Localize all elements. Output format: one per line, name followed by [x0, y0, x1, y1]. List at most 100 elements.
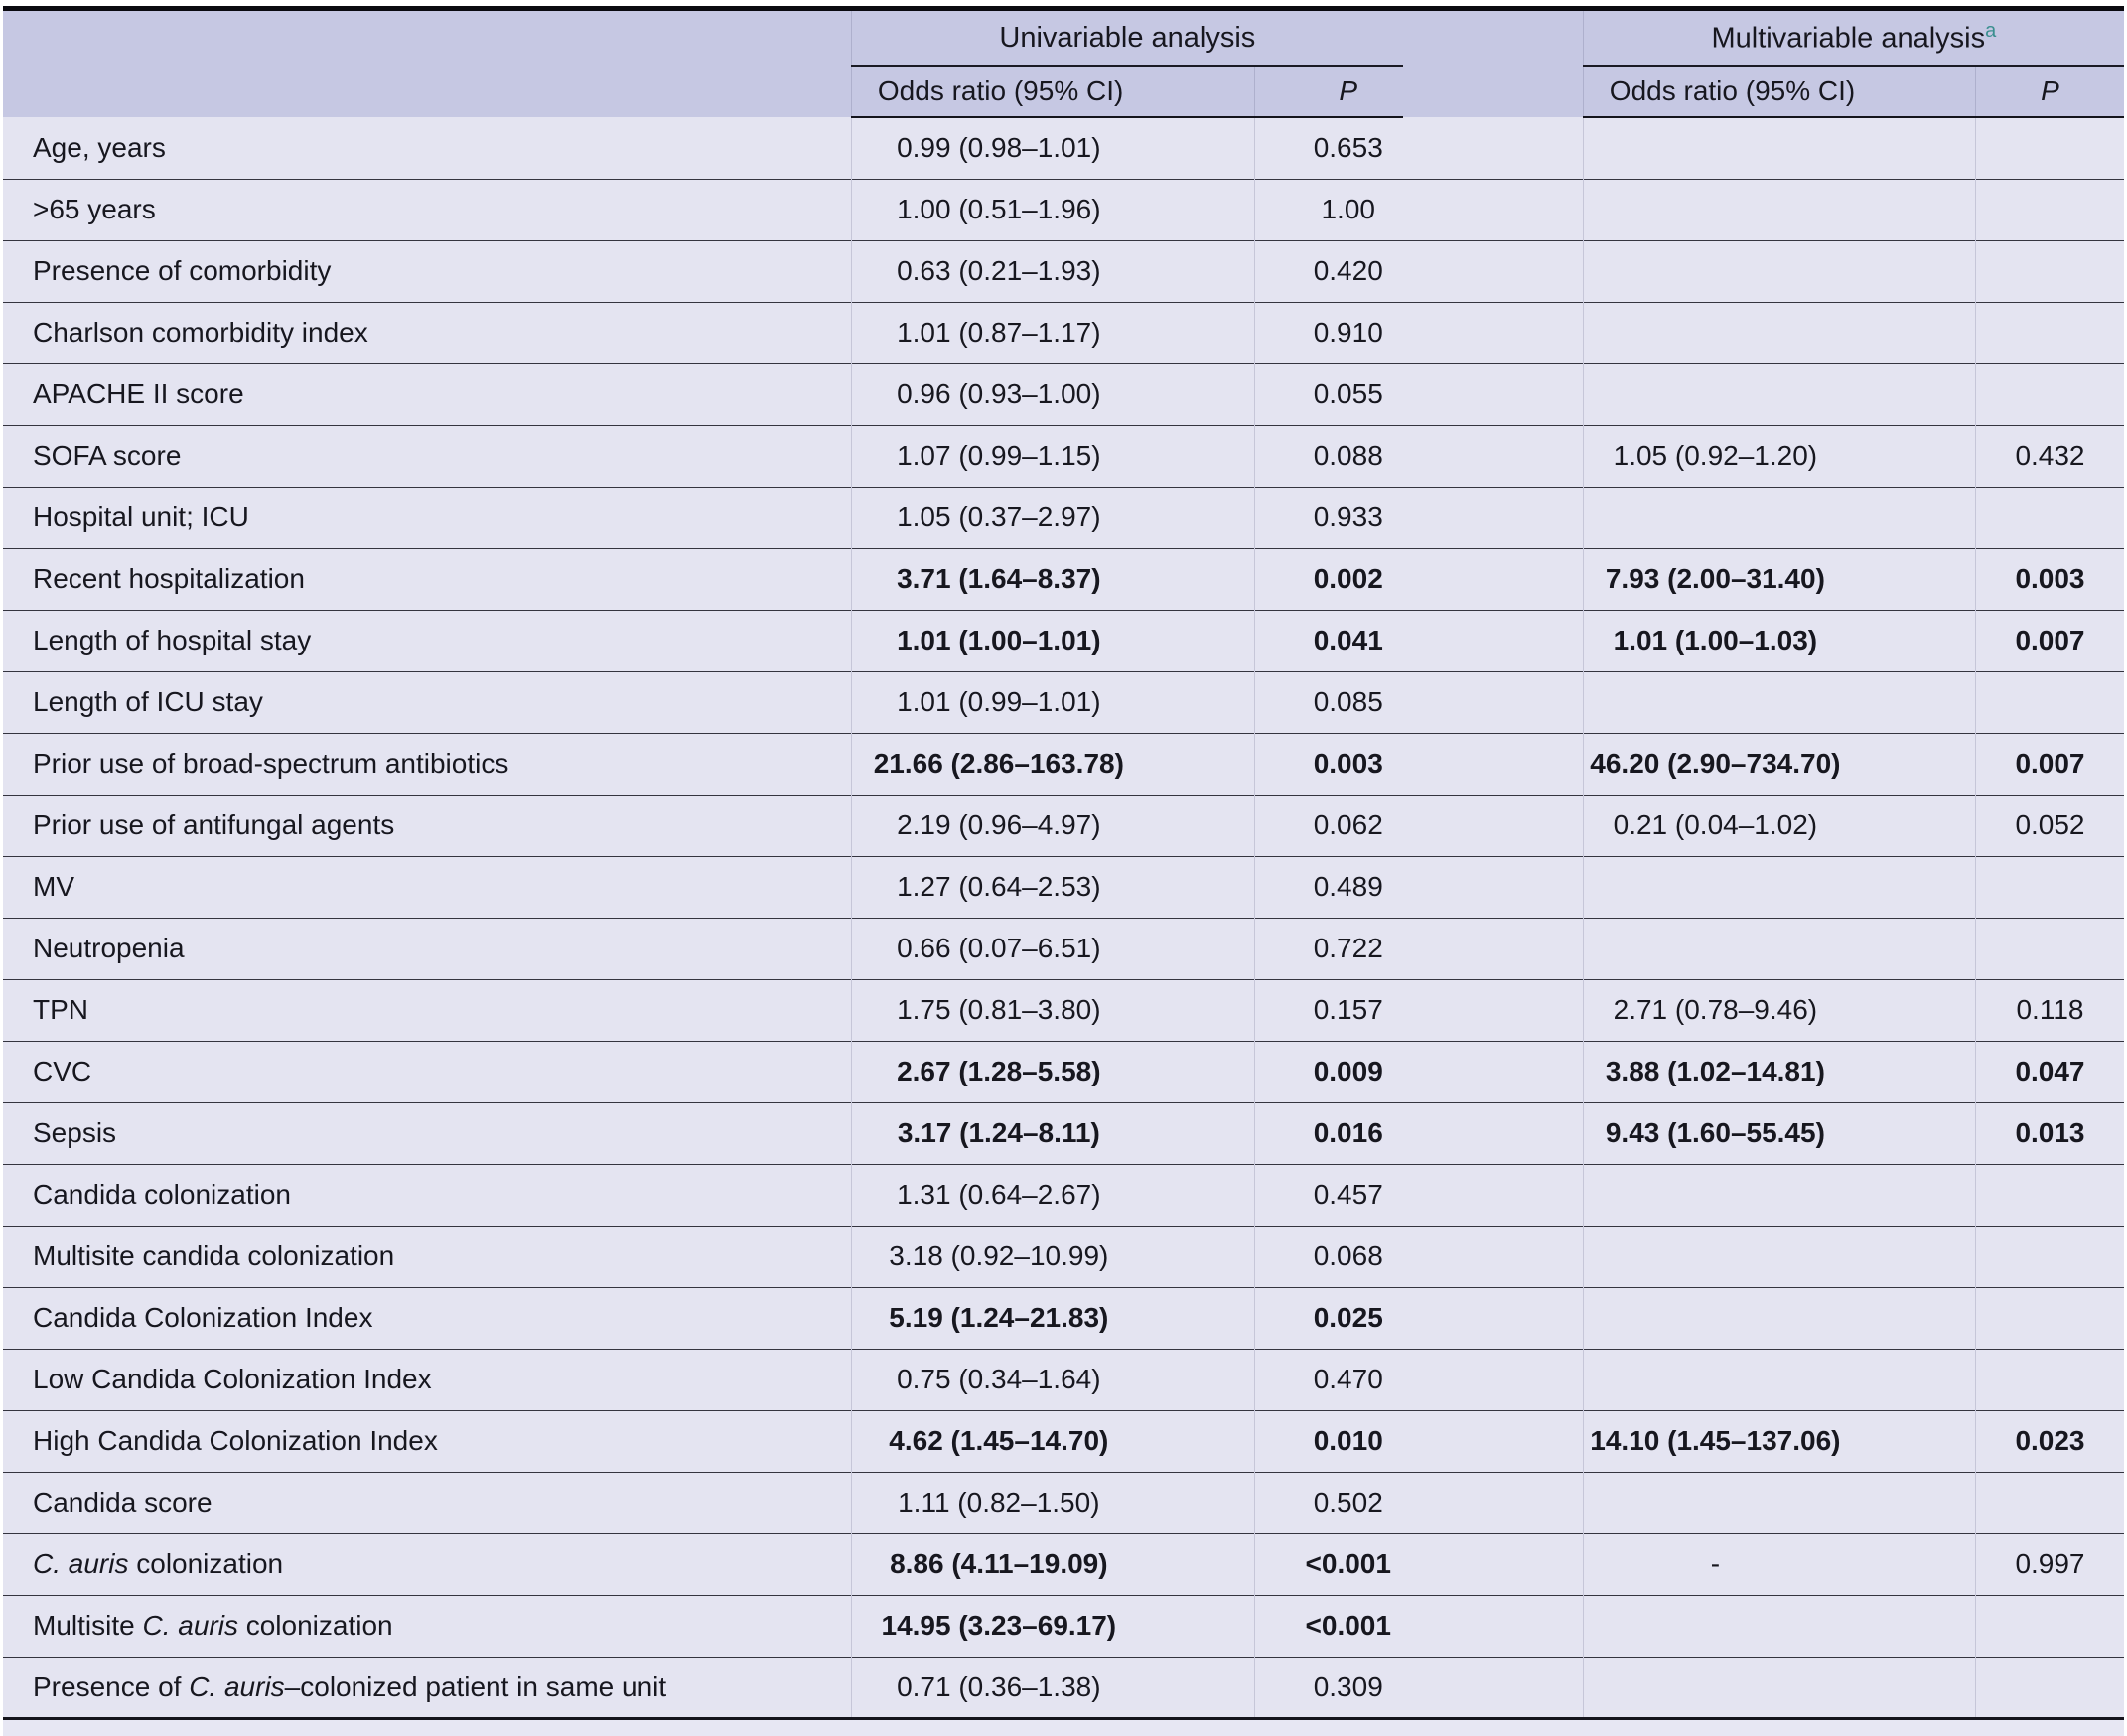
spacer-cell	[1402, 1656, 1584, 1720]
univariable-p-value-cell: 0.002	[1253, 547, 1403, 610]
univariable-group-header: Univariable analysis	[850, 8, 1403, 67]
row-label: Prior use of antifungal agents	[3, 794, 852, 856]
univariable-p-value-cell: 0.309	[1253, 1656, 1403, 1720]
multivariable-p-value-cell	[1974, 239, 2124, 302]
multivariable-p-value-cell	[1974, 1286, 2124, 1349]
multivariable-odds-ratio-cell	[1582, 1286, 1976, 1349]
spacer-cell	[1402, 547, 1584, 610]
spacer-cell	[1402, 1532, 1584, 1595]
multivariable-p-value-cell: 0.007	[1974, 609, 2124, 671]
table-row: Candida colonization 1.31 (0.64–2.67) 0.45…	[3, 1163, 2124, 1226]
univariable-odds-ratio-cell: 1.01 (0.87–1.17)	[850, 301, 1255, 363]
multivariable-p-header: P	[1974, 66, 2124, 118]
group-header-row: Univariable analysis Multivariable analy…	[3, 8, 2124, 117]
multivariable-odds-ratio-cell	[1582, 1471, 1976, 1533]
row-label-segment: Age, years	[33, 131, 166, 163]
table-row: Candida Colonization Index 5.19 (1.24–21.…	[3, 1286, 2124, 1349]
univariable-p-value-cell: 0.457	[1253, 1163, 1403, 1226]
table-row: Multisite candida colonization 3.18 (0.92…	[3, 1225, 2124, 1287]
table-row: Length of hospital stay 1.01 (1.00–1.01) 0…	[3, 609, 2124, 671]
spacer-cell	[1402, 1471, 1584, 1533]
row-label: High Candida Colonization Index	[3, 1409, 852, 1472]
table-row: TPN 1.75 (0.81–3.80) 0.157 2.71 (0.78–9.46)…	[3, 978, 2124, 1041]
sub-header-row: Odds ratio (95% CI) P Odds ratio (95% CI…	[3, 66, 2124, 118]
row-label-segment: –colonized patient in same unit	[284, 1670, 667, 1702]
table-row: Recent hospitalization 3.71 (1.64–8.37) 0.…	[3, 547, 2124, 610]
univariable-p-value-cell: 0.068	[1253, 1225, 1403, 1287]
multivariable-p-value-cell	[1974, 1225, 2124, 1287]
table-row: Sepsis 3.17 (1.24–8.11) 0.016 9.43 (1.60–55…	[3, 1101, 2124, 1164]
multivariable-p-value-cell: 0.007	[1974, 732, 2124, 795]
multivariable-p-value-cell	[1974, 1594, 2124, 1657]
multivariable-p-value-cell	[1974, 486, 2124, 548]
univariable-odds-ratio-cell: 21.66 (2.86–163.78)	[850, 732, 1255, 795]
univariable-p-value-cell: 0.016	[1253, 1101, 1403, 1164]
multivariable-odds-ratio-cell	[1582, 362, 1976, 425]
univariable-odds-ratio-cell: 5.19 (1.24–21.83)	[850, 1286, 1255, 1349]
univariable-p-value-cell: 0.933	[1253, 486, 1403, 548]
univariable-odds-ratio-cell: 2.67 (1.28–5.58)	[850, 1040, 1255, 1102]
row-label: >65 years	[3, 178, 852, 240]
univariable-odds-ratio-cell: 2.19 (0.96–4.97)	[850, 794, 1255, 856]
multivariable-odds-ratio-cell: 3.88 (1.02–14.81)	[1582, 1040, 1976, 1102]
univariable-odds-ratio-cell: 1.11 (0.82–1.50)	[850, 1471, 1255, 1533]
univariable-p-value-cell: 0.010	[1253, 1409, 1403, 1472]
multivariable-odds-ratio-header: Odds ratio (95% CI)	[1582, 66, 1976, 118]
multivariable-p-value-cell: 0.118	[1974, 978, 2124, 1041]
spacer-cell	[1402, 609, 1584, 671]
multivariable-odds-ratio-cell	[1582, 239, 1976, 302]
table-row: Prior use of antifungal agents 2.19 (0.96…	[3, 794, 2124, 856]
table-row: Prior use of broad-spectrum antibiotics 2…	[3, 732, 2124, 795]
univariable-odds-ratio-cell: 1.75 (0.81–3.80)	[850, 978, 1255, 1041]
row-label: Sepsis	[3, 1101, 852, 1164]
multivariable-p-value-cell	[1974, 301, 2124, 363]
multivariable-odds-ratio-cell	[1582, 178, 1976, 240]
row-label: Charlson comorbidity index	[3, 301, 852, 363]
multivariable-p-value-cell	[1974, 178, 2124, 240]
spacer-cell	[1402, 301, 1584, 363]
univariable-p-value-cell: 0.489	[1253, 855, 1403, 918]
univariable-odds-ratio-header: Odds ratio (95% CI)	[850, 66, 1255, 118]
multivariable-odds-ratio-cell	[1582, 670, 1976, 733]
row-label-segment: Presence of	[33, 1670, 190, 1702]
row-label: Presence of C. auris–colonized patient i…	[3, 1656, 852, 1720]
table-row: Candida score 1.11 (0.82–1.50) 0.502	[3, 1471, 2124, 1533]
univariable-p-value-cell: 0.470	[1253, 1348, 1403, 1410]
multivariable-p-value-cell: 0.003	[1974, 547, 2124, 610]
row-label-italic-segment: C. auris	[189, 1670, 285, 1702]
row-label-segment: Prior use of antifungal agents	[33, 809, 395, 840]
row-label-segment: Multisite	[33, 1610, 143, 1641]
univariable-p-value-cell: 0.025	[1253, 1286, 1403, 1349]
row-label-segment: Neutropenia	[33, 933, 185, 963]
univariable-p-value-cell: 0.003	[1253, 732, 1403, 795]
spacer-cell	[1402, 1163, 1584, 1226]
multivariable-p-value-cell	[1974, 1348, 2124, 1410]
row-label-segment: APACHE II score	[33, 378, 244, 409]
univariable-odds-ratio-cell: 0.99 (0.98–1.01)	[850, 117, 1255, 179]
row-label-segment: >65 years	[33, 194, 156, 224]
multivariable-p-value-cell	[1974, 117, 2124, 179]
bottom-margin-strip	[3, 1719, 2124, 1736]
table-row: Neutropenia 0.66 (0.07–6.51) 0.722	[3, 917, 2124, 979]
table-row: Length of ICU stay 1.01 (0.99–1.01) 0.085	[3, 670, 2124, 733]
row-label-segment: Low Candida Colonization Index	[33, 1364, 432, 1394]
row-label: Neutropenia	[3, 917, 852, 979]
multivariable-odds-ratio-cell: 9.43 (1.60–55.45)	[1582, 1101, 1976, 1164]
row-label: Low Candida Colonization Index	[3, 1348, 852, 1410]
row-label-segment: Length of ICU stay	[33, 686, 263, 717]
multivariable-odds-ratio-cell	[1582, 917, 1976, 979]
group-spacer	[1402, 8, 1584, 117]
row-label: Multisite C. auris colonization	[3, 1594, 852, 1657]
table-row: Charlson comorbidity index 1.01 (0.87–1.1…	[3, 301, 2124, 363]
spacer-cell	[1402, 794, 1584, 856]
spacer-cell	[1402, 978, 1584, 1041]
row-label: C. auris colonization	[3, 1532, 852, 1595]
multivariable-p-value-cell	[1974, 917, 2124, 979]
row-label-segment: Charlson comorbidity index	[33, 317, 368, 348]
row-label: Hospital unit; ICU	[3, 486, 852, 548]
row-label-segment: Presence of comorbidity	[33, 255, 332, 286]
univariable-p-value-cell: 0.420	[1253, 239, 1403, 302]
table-row: Low Candida Colonization Index 0.75 (0.34…	[3, 1348, 2124, 1410]
row-label-segment: colonization	[128, 1548, 284, 1579]
